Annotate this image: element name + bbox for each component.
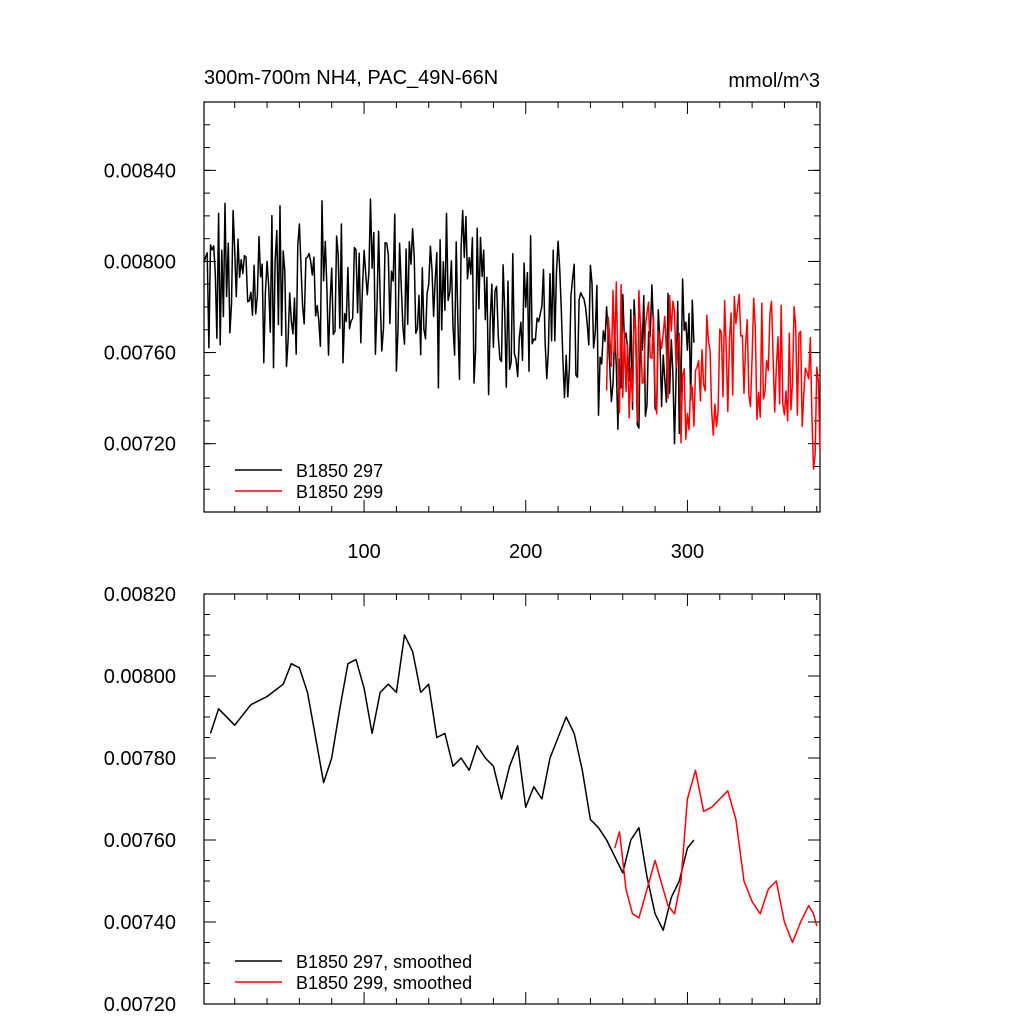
legend-label-b1850-299: B1850 299 [296, 482, 383, 502]
series-line-b1850-299 [605, 281, 821, 470]
bottom-panel-legend: B1850 297, smoothed B1850 299, smoothed [235, 952, 472, 993]
top-panel-title: 300m-700m NH4, PAC_49N-66N [204, 67, 498, 89]
y-tick-label: 0.00740 [104, 912, 176, 934]
y-tick-label: 0.00780 [104, 748, 176, 770]
x-tick-label: 300 [671, 541, 704, 563]
legend-label-b1850-299-smoothed: B1850 299, smoothed [296, 973, 472, 993]
series-line-b1850-299-smoothed [613, 769, 818, 944]
y-tick-label: 0.00760 [104, 343, 176, 365]
y-tick-label: 0.00800 [104, 666, 176, 688]
y-tick-label: 0.00720 [104, 434, 176, 456]
y-tick-label: 0.00720 [104, 994, 176, 1016]
x-tick-label: 100 [347, 541, 380, 563]
top-panel: 300m-700m NH4, PAC_49N-66N mmol/m^3 100 2… [104, 67, 821, 563]
y-tick-label: 0.00800 [104, 251, 176, 273]
legend-label-b1850-297: B1850 297 [296, 461, 383, 481]
y-tick-label: 0.00820 [104, 584, 176, 606]
top-panel-units: mmol/m^3 [728, 70, 820, 92]
bottom-panel: 0.00720 0.00740 0.00760 0.00780 0.00800 0.008… [104, 584, 821, 1016]
x-tick-label: 200 [509, 541, 542, 563]
top-panel-legend: B1850 297 B1850 299 [235, 461, 383, 502]
y-tick-label: 0.00760 [104, 830, 176, 852]
bottom-panel-frame [203, 593, 821, 1005]
series-line-b1850-297-smoothed [209, 634, 695, 931]
legend-label-b1850-297-smoothed: B1850 297, smoothed [296, 952, 472, 972]
series-line-b1850-297 [203, 198, 695, 445]
y-tick-label: 0.00840 [104, 160, 176, 182]
